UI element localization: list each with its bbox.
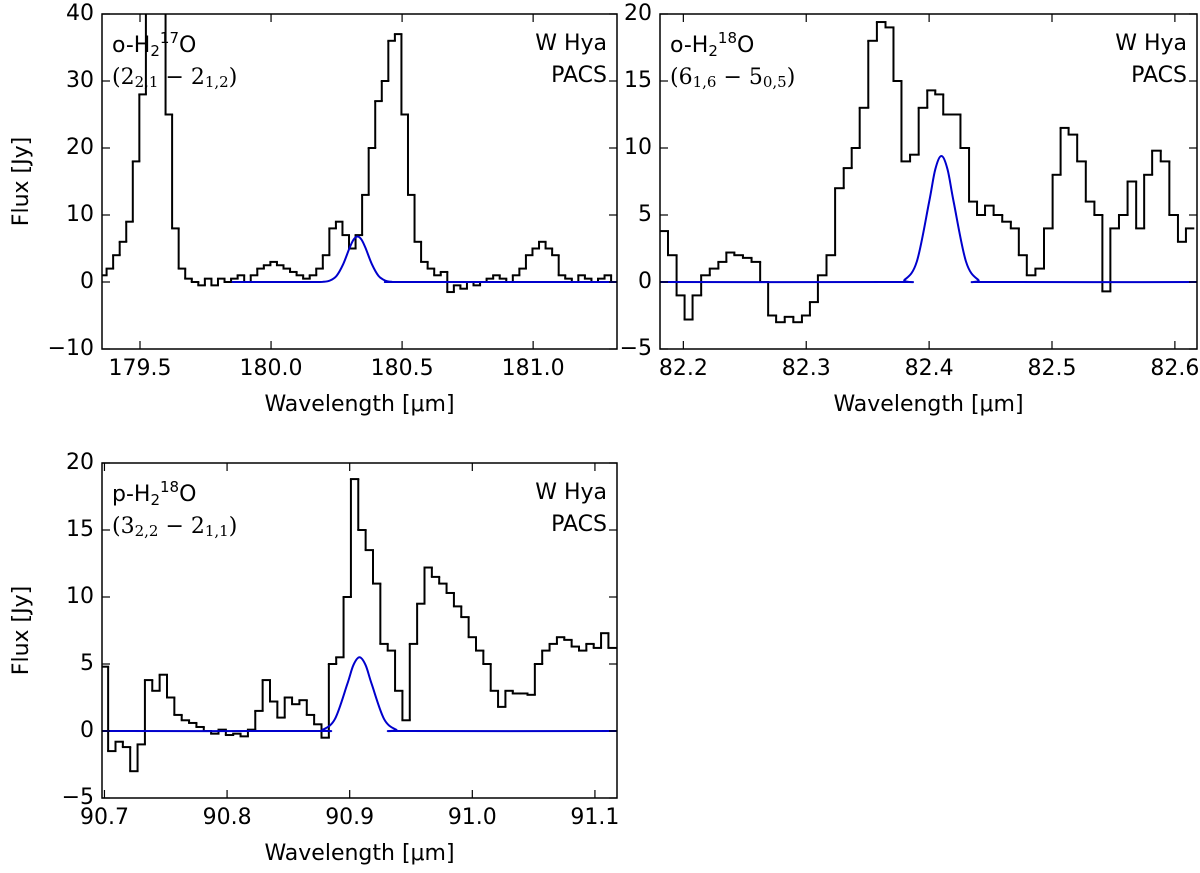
- panel: 179.5 180.0 180.5 181.0 −10 0 10 20 30 40 Waveleng…: [9, 1, 618, 417]
- y-tick-label: −10: [48, 336, 94, 361]
- transition-label: (22,1 − 21,2): [112, 65, 237, 91]
- text-part: ): [229, 65, 238, 90]
- y-tick-label: 0: [638, 269, 652, 294]
- text-part: (3: [112, 514, 135, 539]
- text-part: − 2: [158, 65, 204, 90]
- y-tick-label: 10: [624, 135, 652, 160]
- y-tick-label: −5: [62, 785, 94, 810]
- text-part: − 2: [158, 514, 204, 539]
- y-tick-label: 5: [80, 651, 94, 676]
- text-part: ): [787, 65, 796, 90]
- text-part: o-H: [670, 33, 708, 58]
- object-label: W Hya: [1115, 31, 1187, 56]
- object-label: W Hya: [535, 480, 607, 505]
- subscript: 1,6: [693, 73, 717, 91]
- text-part: O: [179, 482, 196, 507]
- x-tick-label: 82.3: [782, 356, 831, 381]
- object-label: W Hya: [535, 31, 607, 56]
- x-tick-label: 90.7: [80, 805, 129, 830]
- subscript: 2: [150, 491, 160, 509]
- x-tick-label: 82.2: [659, 356, 708, 381]
- y-tick-label: 40: [66, 1, 94, 26]
- text-part: (2: [112, 65, 135, 90]
- subscript: 2: [708, 42, 718, 60]
- text-part: − 5: [716, 65, 762, 90]
- axes-frame: [101, 13, 618, 350]
- x-axis-label: Wavelength [μm]: [264, 392, 454, 417]
- species-label: o-H217O: [112, 29, 196, 60]
- x-tick-label: 82.6: [1150, 356, 1199, 381]
- subscript: 2,1: [135, 73, 159, 91]
- text-part: o-H: [112, 33, 150, 58]
- x-tick-label: 90.9: [325, 805, 374, 830]
- subscript: 1,2: [205, 73, 229, 91]
- subscript: 0,5: [763, 73, 787, 91]
- model-line: [660, 155, 1197, 284]
- subscript: 2,2: [135, 522, 159, 540]
- x-axis-label: Wavelength [μm]: [264, 841, 454, 866]
- transition-label: (32,2 − 21,1): [112, 514, 237, 540]
- y-tick-label: −5: [620, 336, 652, 361]
- superscript: 18: [718, 29, 737, 47]
- x-tick-label: 82.5: [1028, 356, 1077, 381]
- plot-area: [102, 14, 617, 294]
- species-label: p-H218O: [112, 478, 196, 509]
- text-part: ): [229, 514, 238, 539]
- superscript: 18: [160, 478, 179, 496]
- text-part: p-H: [112, 482, 150, 507]
- y-tick-label: 30: [66, 68, 94, 93]
- model-line: [102, 656, 617, 733]
- instrument-label: PACS: [551, 512, 607, 537]
- text-part: O: [737, 33, 754, 58]
- subscript: 2: [150, 42, 160, 60]
- species-label: o-H218O: [670, 29, 754, 60]
- panel: 90.7 90.8 90.9 91.0 91.1 −5 0 5 10 15 20 Wavelength…: [9, 450, 619, 866]
- instrument-label: PACS: [551, 63, 607, 88]
- y-tick-label: 20: [624, 1, 652, 26]
- model-line: [231, 235, 617, 284]
- x-tick-label: 179.5: [109, 356, 172, 381]
- axes-frame: [101, 462, 618, 799]
- x-tick-label: 180.5: [371, 356, 434, 381]
- y-tick-label: 10: [66, 584, 94, 609]
- y-tick-label: 15: [66, 517, 94, 542]
- instrument-label: PACS: [1131, 63, 1187, 88]
- text-part: O: [179, 33, 196, 58]
- superscript: 17: [160, 29, 179, 47]
- y-axis-label: Flux [Jy]: [9, 137, 34, 226]
- y-tick-label: 15: [624, 68, 652, 93]
- y-tick-label: 20: [66, 450, 94, 475]
- x-tick-label: 90.8: [203, 805, 252, 830]
- subscript: 1,1: [205, 522, 229, 540]
- plot-area: [102, 478, 617, 773]
- plot-area: [660, 21, 1197, 324]
- transition-label: (61,6 − 50,5): [670, 65, 795, 91]
- x-axis-label: Wavelength [μm]: [833, 392, 1023, 417]
- axes-frame: [659, 13, 1198, 350]
- text-part: (6: [670, 65, 693, 90]
- y-tick-label: 10: [66, 202, 94, 227]
- x-tick-label: 82.4: [905, 356, 954, 381]
- y-tick-label: 20: [66, 135, 94, 160]
- y-tick-label: 5: [638, 202, 652, 227]
- y-tick-label: 0: [80, 718, 94, 743]
- x-tick-label: 180.0: [240, 356, 303, 381]
- x-tick-label: 91.0: [448, 805, 497, 830]
- panel: 82.2 82.3 82.4 82.5 82.6 −5 0 5 10 15 20 Wavelength…: [620, 1, 1200, 417]
- y-axis-label: Flux [Jy]: [9, 586, 34, 675]
- y-tick-label: 0: [80, 269, 94, 294]
- x-tick-label: 181.0: [502, 356, 565, 381]
- x-tick-label: 91.1: [570, 805, 619, 830]
